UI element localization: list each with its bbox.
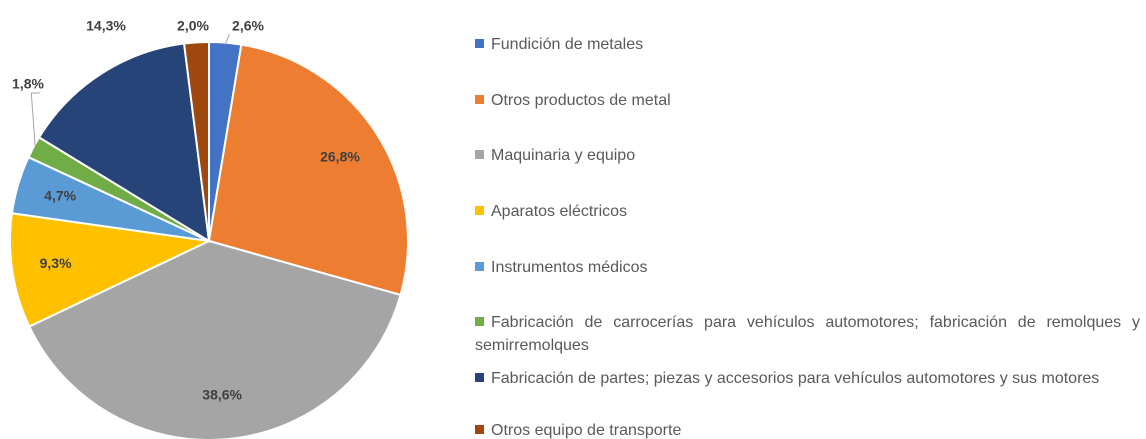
- legend: Fundición de metales Otros productos de m…: [475, 0, 1146, 439]
- legend-label: Maquinaria y equipo: [491, 147, 636, 164]
- legend-label: Fabricación de carrocerías para vehículo…: [475, 314, 1140, 354]
- legend-label: Aparatos eléctricos: [491, 203, 628, 220]
- data-label: 14,3%: [86, 18, 126, 34]
- data-label: 26,8%: [320, 148, 360, 164]
- legend-swatch: [475, 425, 484, 434]
- legend-label: Fabricación de partes; piezas y accesori…: [491, 370, 1100, 387]
- legend-swatch: [475, 373, 484, 382]
- data-label: 4,7%: [44, 188, 76, 204]
- legend-item: Fabricación de partes; piezas y accesori…: [475, 367, 1140, 390]
- legend-swatch: [475, 39, 484, 48]
- legend-item: Maquinaria y equipo: [475, 144, 1140, 167]
- pie-slice: [9, 212, 213, 328]
- legend-swatch: [475, 95, 484, 104]
- legend-label: Instrumentos médicos: [491, 259, 648, 276]
- data-label: 9,3%: [40, 255, 72, 271]
- pie-slice: [37, 42, 211, 243]
- leader-line: [30, 92, 40, 149]
- legend-swatch: [475, 150, 484, 159]
- legend-swatch: [475, 317, 484, 326]
- legend-swatch: [475, 206, 484, 215]
- pie-slice: [207, 43, 409, 297]
- legend-item: Otros productos de metal: [475, 89, 1140, 112]
- legend-label: Fundición de metales: [491, 36, 644, 53]
- pie-slice: [27, 239, 402, 439]
- legend-item: Instrumentos médicos: [475, 256, 1140, 279]
- legend-item: Fabricación de carrocerías para vehículo…: [475, 311, 1140, 357]
- data-label: 2,0%: [177, 18, 209, 34]
- data-label: 2,6%: [232, 18, 264, 34]
- chart: 2,6% 26,8% 38,6% 9,3% 4,7% 1,8% 14,3% 2,0%: [9, 18, 409, 439]
- legend-label: Otros productos de metal: [491, 92, 671, 109]
- data-label: 38,6%: [202, 386, 242, 402]
- leader-line: [224, 34, 230, 45]
- pie-slice: [182, 40, 210, 242]
- legend-item: Fundición de metales: [475, 33, 1140, 56]
- legend-swatch: [475, 262, 484, 271]
- data-label: 1,8%: [12, 76, 44, 92]
- legend-item: Aparatos eléctricos: [475, 200, 1140, 223]
- legend-item: Otros equipo de transporte: [475, 419, 1140, 439]
- legend-label: Otros equipo de transporte: [491, 422, 682, 439]
